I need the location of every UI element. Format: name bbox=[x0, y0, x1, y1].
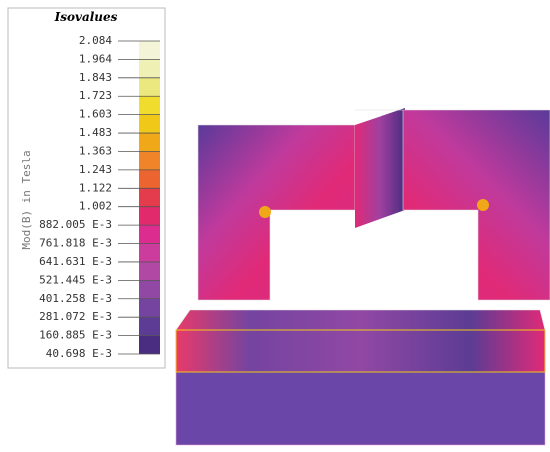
color-band bbox=[139, 244, 160, 262]
level-label: 401.258 E-3 bbox=[39, 292, 112, 305]
color-band bbox=[139, 170, 160, 188]
color-band bbox=[139, 78, 160, 96]
level-label: 2.084 bbox=[79, 34, 112, 47]
color-band bbox=[139, 41, 160, 59]
color-band bbox=[139, 115, 160, 133]
legend-quantity: Mod(B) in Tesla bbox=[20, 150, 33, 249]
color-band bbox=[139, 133, 160, 151]
color-band bbox=[139, 336, 160, 354]
color-band bbox=[139, 262, 160, 280]
color-band bbox=[139, 280, 160, 298]
level-label: 1.843 bbox=[79, 71, 112, 84]
legend: Isovalues Mod(B) in Tesla 2.084 1.964 1.84… bbox=[8, 8, 165, 368]
color-band bbox=[139, 96, 160, 114]
scene: Isovalues Mod(B) in Tesla 2.084 1.964 1.84… bbox=[0, 0, 550, 452]
level-label: 521.445 E-3 bbox=[39, 273, 112, 286]
level-label: 1.363 bbox=[79, 144, 112, 157]
legend-title: Isovalues bbox=[54, 10, 118, 24]
level-label: 281.072 E-3 bbox=[39, 310, 112, 323]
color-band bbox=[139, 59, 160, 77]
page: {"legend": {"title": "Isovalues", "quant… bbox=[0, 0, 550, 452]
level-label: 1.243 bbox=[79, 163, 112, 176]
color-band bbox=[139, 188, 160, 206]
level-label: 761.818 E-3 bbox=[39, 237, 112, 250]
level-label: 641.631 E-3 bbox=[39, 255, 112, 268]
level-label: 1.964 bbox=[79, 52, 112, 65]
color-band bbox=[139, 151, 160, 169]
color-band bbox=[139, 317, 160, 335]
level-label: 1.122 bbox=[79, 181, 112, 194]
color-band bbox=[139, 299, 160, 317]
level-label: 1.723 bbox=[79, 89, 112, 102]
color-band bbox=[139, 207, 160, 225]
level-label: 40.698 E-3 bbox=[46, 347, 112, 360]
level-label: 1.603 bbox=[79, 108, 112, 121]
level-label: 160.885 E-3 bbox=[39, 329, 112, 342]
level-label: 1.483 bbox=[79, 126, 112, 139]
color-band bbox=[139, 225, 160, 243]
model bbox=[176, 108, 550, 445]
level-label: 882.005 E-3 bbox=[39, 218, 112, 231]
level-label: 1.002 bbox=[79, 200, 112, 213]
